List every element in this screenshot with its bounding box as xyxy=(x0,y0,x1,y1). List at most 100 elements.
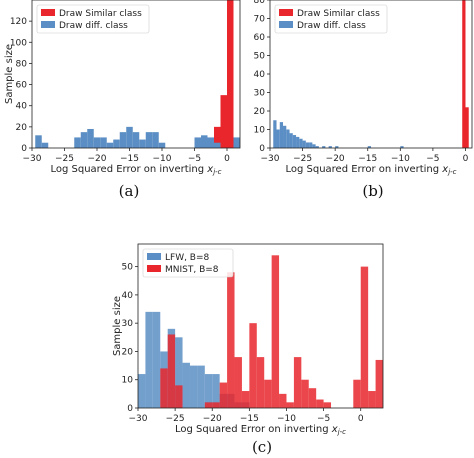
bar-series1-2 xyxy=(220,95,227,148)
plot-frame xyxy=(31,0,241,149)
bar-series2-13 xyxy=(279,393,287,408)
y-tick-label: 10 xyxy=(254,126,266,136)
y-tick-label: 60 xyxy=(254,33,266,43)
x-tick-label: −15 xyxy=(358,154,377,164)
legend-box xyxy=(274,4,388,34)
bar-series2-17 xyxy=(308,388,317,408)
bar-series1-2 xyxy=(152,311,161,408)
legend-box xyxy=(36,4,150,34)
x-tick-label: −10 xyxy=(391,154,410,164)
bar-series1-0 xyxy=(462,0,466,148)
x-tick-label: −25 xyxy=(166,414,185,424)
legend-swatch-2 xyxy=(41,21,55,28)
legend-label-1: Draw Similar class xyxy=(59,9,142,19)
chart-panel-1: −30 −25 −20 −15 −10 −5 0 0 20 40 60 80 100 120 Log Squ… xyxy=(4,0,241,200)
bar-series2-21 xyxy=(360,266,369,408)
x-axis-label: Log Squared Error on inverting xj-c xyxy=(285,164,456,176)
bar-series2-10 xyxy=(256,357,265,408)
y-tick-label: 20 xyxy=(254,107,266,117)
plot-frame xyxy=(137,243,384,409)
y-tick-label: 0 xyxy=(127,404,133,414)
y-tick-label: 40 xyxy=(254,70,266,80)
x-tick-label: 0 xyxy=(463,154,469,164)
bar-series2-16 xyxy=(194,137,201,148)
y-tick-label: 120 xyxy=(10,17,27,27)
bar-series2-2 xyxy=(279,122,284,148)
bar-series2-19 xyxy=(323,402,332,408)
legend-label-2: Draw diff. class xyxy=(297,21,366,31)
bar-series2-15 xyxy=(293,357,302,408)
bar-series1-1 xyxy=(214,126,221,148)
bar-series2-18 xyxy=(400,146,404,148)
bar-series2-0 xyxy=(35,135,42,148)
legend-label-1: Draw Similar class xyxy=(297,9,380,19)
bar-series1-5 xyxy=(175,337,183,408)
x-tick-label: 0 xyxy=(224,154,230,164)
bar-series1-10 xyxy=(212,374,220,408)
legend-swatch-1 xyxy=(147,253,161,260)
bar-series2-22 xyxy=(368,391,376,408)
x-tick-label: −20 xyxy=(326,154,345,164)
bar-series2-8 xyxy=(241,391,250,408)
bar-series2-2 xyxy=(74,137,81,148)
y-tick-label: 0 xyxy=(21,144,27,154)
x-tick-label: −5 xyxy=(426,154,439,164)
bar-series2-3 xyxy=(283,125,287,148)
panel-caption: (c) xyxy=(252,438,272,456)
legend-swatch-1 xyxy=(41,9,55,16)
legend-swatch-1 xyxy=(279,9,293,16)
x-tick-label: −15 xyxy=(240,414,259,424)
bar-series2-12 xyxy=(312,144,316,148)
bar-series2-19 xyxy=(214,142,221,148)
bar-series1-9 xyxy=(204,374,213,408)
bar-series2-14 xyxy=(152,132,159,148)
x-tick-label: 0 xyxy=(358,414,364,424)
y-axis-label: Sample size xyxy=(4,44,15,104)
bar-series2-11 xyxy=(264,379,272,408)
bar-series2-4 xyxy=(212,402,220,408)
x-axis-label: Log Squared Error on inverting xj-c xyxy=(50,164,221,176)
bar-series2-5 xyxy=(219,382,228,408)
bar-series2-5 xyxy=(93,137,101,148)
bar-series2-4 xyxy=(286,129,290,148)
bar-series2-18 xyxy=(316,399,324,408)
x-tick-label: −25 xyxy=(55,154,74,164)
y-tick-label: 100 xyxy=(10,38,27,48)
bar-series1-1 xyxy=(465,107,469,148)
y-tick-label: 0 xyxy=(259,144,265,154)
bar-series2-20 xyxy=(353,379,361,408)
y-tick-label: 20 xyxy=(122,347,134,357)
y-tick-label: 30 xyxy=(254,89,266,99)
x-tick-label: −30 xyxy=(129,414,148,424)
legend-label-2: MNIST, B=8 xyxy=(165,265,219,275)
y-tick-label: 80 xyxy=(254,0,266,6)
y-tick-label: 50 xyxy=(254,52,266,62)
bar-series2-11 xyxy=(132,132,140,148)
bar-series2-13 xyxy=(315,146,319,148)
bar-series2-23 xyxy=(375,359,383,408)
bar-series2-16 xyxy=(301,379,309,408)
bar-series2-8 xyxy=(299,138,303,148)
bar-series2-14 xyxy=(322,146,326,148)
legend-swatch-2 xyxy=(279,21,293,28)
y-tick-label: 40 xyxy=(122,291,134,301)
bar-series2-1 xyxy=(41,142,49,148)
y-tick-label: 40 xyxy=(16,102,28,112)
x-tick-label: −10 xyxy=(153,154,172,164)
bar-series2-4 xyxy=(87,128,94,148)
legend-box xyxy=(142,248,234,278)
bar-series2-0 xyxy=(273,120,277,148)
bar-series2-13 xyxy=(145,132,153,148)
x-axis-label: Log Squared Error on inverting xj-c xyxy=(175,424,346,436)
y-tick-label: 20 xyxy=(16,123,28,133)
bar-series2-2 xyxy=(175,385,183,408)
x-tick-label: −20 xyxy=(203,414,222,424)
x-tick-label: −5 xyxy=(317,414,330,424)
x-tick-label: −10 xyxy=(277,414,296,424)
bar-series1-7 xyxy=(189,365,198,408)
bar-series2-9 xyxy=(249,323,257,408)
x-tick-label: −5 xyxy=(188,154,201,164)
bar-series1-3 xyxy=(227,0,234,148)
bar-series2-18 xyxy=(207,137,214,148)
